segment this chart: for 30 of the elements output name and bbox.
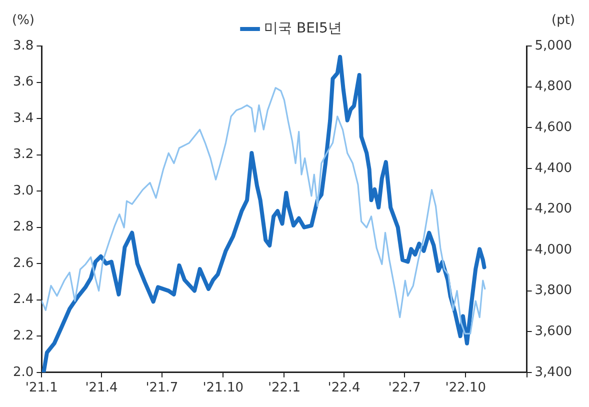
y-tick-label: 2.6 (12, 256, 34, 271)
y2-tick-label: 3,800 (534, 283, 572, 298)
y-tick-label: 3.0 (12, 183, 34, 198)
x-tick-label: '21.4 (85, 380, 118, 396)
y2-tick-label: 5,000 (534, 38, 572, 54)
x-tick-label: '21.10 (202, 380, 244, 396)
x-tick-label: '21.7 (146, 380, 178, 396)
y-tick-label: 3.6 (12, 74, 34, 90)
y-tick-label: 2.4 (12, 292, 34, 308)
y2-axis-title: (pt) (552, 12, 575, 28)
y-tick-label: 3.4 (12, 110, 34, 126)
y2-tick-label: 3,600 (534, 324, 572, 339)
x-tick-label: '21.1 (25, 380, 58, 396)
y2-tick-label: 3,400 (534, 364, 572, 380)
y-axis-title: (%) (12, 12, 34, 28)
x-tick-label: '22.7 (388, 380, 421, 396)
x-tick-label: '22.10 (445, 380, 486, 396)
y-tick-label: 2.8 (12, 220, 34, 235)
y-tick-label: 3.8 (12, 38, 34, 54)
y-tick-label: 2.0 (12, 364, 34, 380)
x-tick-label: '22.1 (268, 380, 300, 396)
y2-tick-label: 4,600 (534, 120, 572, 135)
y-tick-label: 2.2 (12, 328, 34, 344)
x-tick-label: '22.4 (328, 380, 360, 396)
y2-tick-label: 4,000 (534, 242, 572, 258)
y2-tick-label: 4,800 (534, 79, 572, 94)
y-tick-label: 3.2 (12, 147, 34, 162)
y2-tick-label: 4,400 (534, 160, 572, 176)
legend-label: 미국 BEI5년 (264, 20, 342, 37)
y2-tick-label: 4,200 (534, 202, 572, 217)
